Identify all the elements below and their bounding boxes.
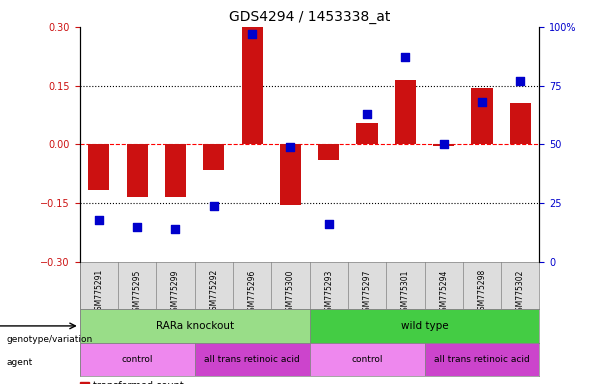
Bar <box>510 103 531 144</box>
Text: GSM775295: GSM775295 <box>132 269 142 316</box>
FancyBboxPatch shape <box>310 343 424 376</box>
FancyBboxPatch shape <box>80 343 195 376</box>
Text: GSM775297: GSM775297 <box>362 269 371 316</box>
Text: control: control <box>351 355 383 364</box>
FancyBboxPatch shape <box>424 343 539 376</box>
Bar <box>165 144 186 197</box>
Point <box>170 226 180 232</box>
Text: GSM775293: GSM775293 <box>324 269 333 316</box>
Text: GSM775299: GSM775299 <box>171 269 180 316</box>
Text: genotype/variation: genotype/variation <box>6 335 93 344</box>
Point <box>132 224 142 230</box>
Bar <box>204 144 224 170</box>
Text: GSM775296: GSM775296 <box>248 269 257 316</box>
Bar <box>88 144 109 190</box>
Bar <box>242 25 262 144</box>
Text: GSM775301: GSM775301 <box>401 269 410 316</box>
Point <box>477 99 487 105</box>
Text: GSM775298: GSM775298 <box>478 269 487 315</box>
Bar <box>471 88 492 144</box>
Point <box>516 78 525 84</box>
FancyBboxPatch shape <box>310 309 539 343</box>
Text: agent: agent <box>6 358 32 367</box>
Title: GDS4294 / 1453338_at: GDS4294 / 1453338_at <box>229 10 390 25</box>
Point <box>400 55 410 61</box>
Bar <box>280 144 301 205</box>
Bar <box>433 144 454 146</box>
Text: transformed count: transformed count <box>93 381 184 384</box>
Text: all trans retinoic acid: all trans retinoic acid <box>204 355 300 364</box>
Text: control: control <box>121 355 153 364</box>
Bar <box>357 123 378 144</box>
Bar <box>395 80 416 144</box>
Text: all trans retinoic acid: all trans retinoic acid <box>434 355 530 364</box>
Text: GSM775294: GSM775294 <box>439 269 448 316</box>
Point <box>362 111 372 117</box>
Text: GSM775292: GSM775292 <box>209 269 218 315</box>
FancyBboxPatch shape <box>195 343 310 376</box>
Text: GSM775302: GSM775302 <box>516 269 525 316</box>
Point <box>94 217 104 223</box>
Point <box>209 202 219 209</box>
Text: GSM775291: GSM775291 <box>94 269 104 315</box>
Point <box>247 31 257 37</box>
Text: wild type: wild type <box>401 321 448 331</box>
Text: RARa knockout: RARa knockout <box>156 321 234 331</box>
Bar <box>127 144 148 197</box>
Point <box>439 141 449 147</box>
Point <box>286 144 295 150</box>
FancyBboxPatch shape <box>80 309 310 343</box>
Bar <box>318 144 339 160</box>
Point <box>324 221 333 227</box>
Text: GSM775300: GSM775300 <box>286 269 295 316</box>
